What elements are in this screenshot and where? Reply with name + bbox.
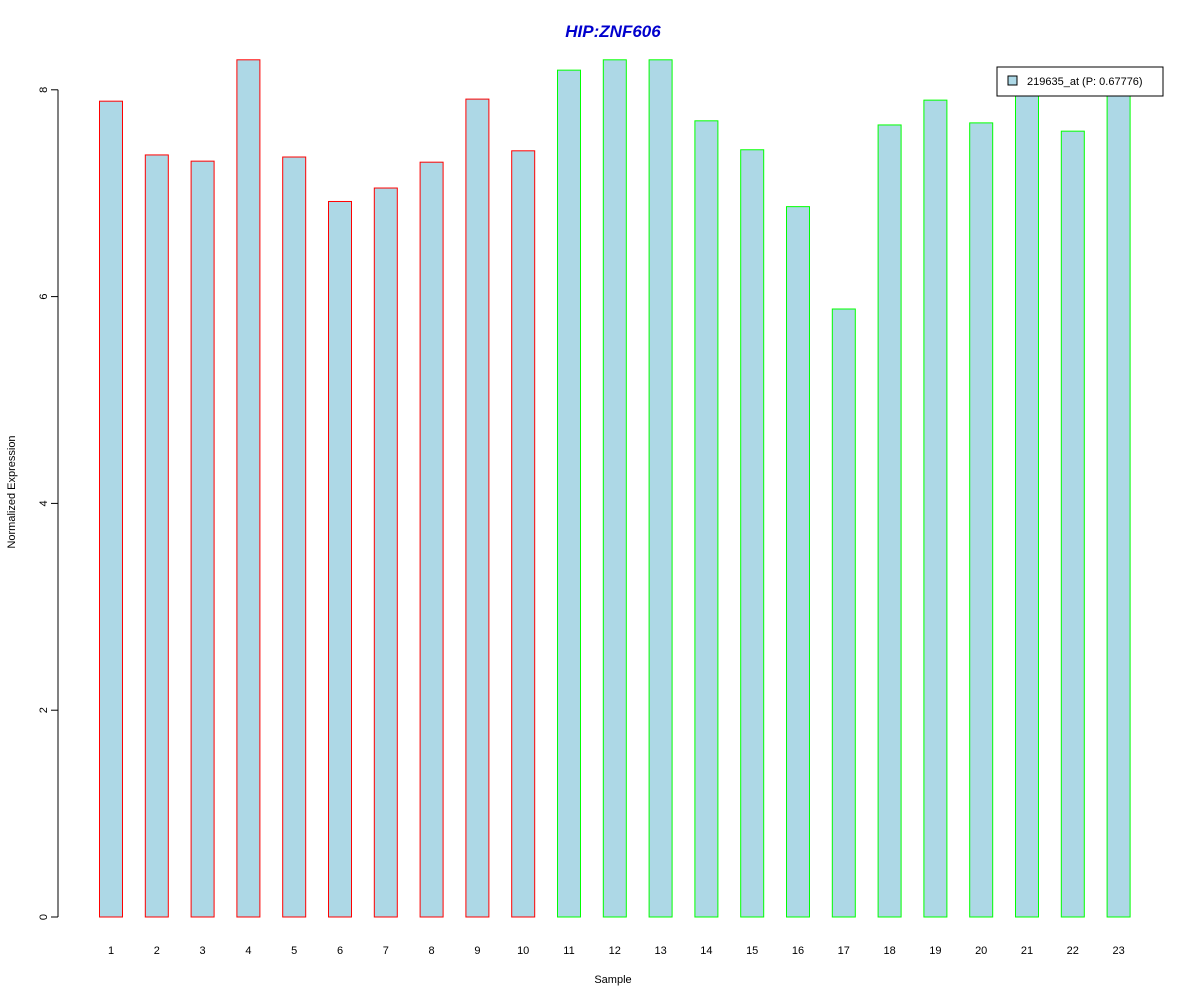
x-tick-label: 23 <box>1112 945 1124 957</box>
bar-sample-3 <box>190 160 215 918</box>
x-tick-labels: 1 2 3 4 5 6 7 8 9 10 11 12 13 14 15 16 17 18 19 20 21 22 23 <box>108 945 1125 957</box>
x-tick-label: 13 <box>654 945 666 957</box>
x-tick-label: 9 <box>474 945 480 957</box>
bar-sample-6 <box>328 200 352 918</box>
y-tick-label: 6 <box>38 294 50 300</box>
x-tick-label: 18 <box>883 945 895 957</box>
y-axis-label: Normalized Expression <box>6 435 18 548</box>
y-tick-label: 2 <box>38 707 50 713</box>
y-axis: 0 2 4 6 8 <box>38 87 59 920</box>
bar-sample-4 <box>236 59 261 918</box>
x-tick-label: 10 <box>517 945 529 957</box>
x-tick-label: 17 <box>838 945 850 957</box>
legend: 219635_at (P: 0.67776) <box>996 66 1164 97</box>
bar-sample-19 <box>923 99 948 918</box>
bar-sample-8 <box>419 161 444 918</box>
x-tick-label: 15 <box>746 945 758 957</box>
x-tick-label: 7 <box>383 945 389 957</box>
x-tick-label: 16 <box>792 945 804 957</box>
bar-sample-1 <box>99 100 123 918</box>
x-tick-label: 6 <box>337 945 343 957</box>
y-tick-label: 4 <box>38 500 50 506</box>
x-tick-label: 20 <box>975 945 987 957</box>
x-tick-label: 3 <box>200 945 206 957</box>
x-tick-label: 5 <box>291 945 297 957</box>
x-tick-label: 19 <box>929 945 941 957</box>
bar-sample-21 <box>1015 84 1039 918</box>
bar-sample-22 <box>1060 130 1085 918</box>
bar-sample-16 <box>786 206 810 918</box>
bar-sample-14 <box>694 120 719 918</box>
bar-sample-20 <box>969 122 994 918</box>
x-tick-label: 1 <box>108 945 114 957</box>
x-tick-label: 2 <box>154 945 160 957</box>
bar-sample-11 <box>557 69 581 918</box>
bar-sample-7 <box>373 187 398 918</box>
x-tick-label: 12 <box>609 945 621 957</box>
x-tick-label: 4 <box>245 945 251 957</box>
bar-sample-5 <box>282 156 307 918</box>
bar-sample-2 <box>144 154 169 918</box>
x-tick-label: 21 <box>1021 945 1033 957</box>
legend-swatch <box>1007 75 1018 86</box>
y-tick-label: 0 <box>38 914 50 920</box>
x-axis-label: Sample <box>594 974 631 986</box>
chart-title: HIP:ZNF606 <box>565 22 661 41</box>
bar-sample-9 <box>465 98 490 918</box>
x-tick-label: 22 <box>1067 945 1079 957</box>
bar-sample-23 <box>1106 89 1131 918</box>
bar-sample-10 <box>511 150 536 918</box>
x-tick-label: 8 <box>429 945 435 957</box>
bar-sample-12 <box>602 59 627 918</box>
bar-sample-18 <box>877 124 902 918</box>
x-tick-label: 14 <box>700 945 712 957</box>
bar-sample-17 <box>831 308 856 918</box>
legend-entry-label: 219635_at (P: 0.67776) <box>1027 76 1143 88</box>
bar-sample-15 <box>740 149 765 918</box>
bars-group <box>99 59 1131 918</box>
bar-sample-13 <box>648 59 673 918</box>
y-tick-label: 8 <box>38 87 50 93</box>
x-tick-label: 11 <box>563 945 574 957</box>
legend-box <box>996 66 1164 97</box>
